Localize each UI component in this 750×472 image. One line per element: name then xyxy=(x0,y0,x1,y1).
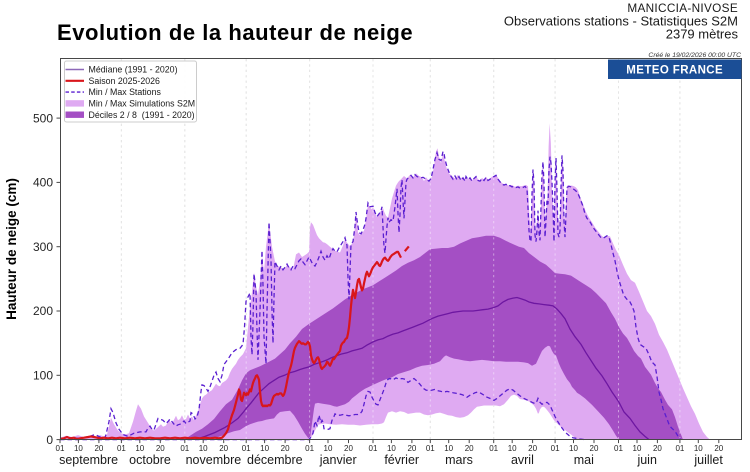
svg-text:10: 10 xyxy=(74,444,83,453)
svg-text:400: 400 xyxy=(33,176,53,190)
svg-text:01: 01 xyxy=(117,444,126,453)
svg-text:Evolution de la hauteur de nei: Evolution de la hauteur de neige xyxy=(57,20,413,45)
svg-text:20: 20 xyxy=(94,444,103,453)
svg-text:10: 10 xyxy=(444,444,453,453)
svg-text:10: 10 xyxy=(260,444,269,453)
svg-text:20: 20 xyxy=(344,444,353,453)
svg-text:01: 01 xyxy=(675,444,684,453)
svg-text:01: 01 xyxy=(180,444,189,453)
svg-text:01: 01 xyxy=(614,444,623,453)
svg-text:10: 10 xyxy=(569,444,578,453)
svg-text:octobre: octobre xyxy=(129,453,171,467)
svg-text:20: 20 xyxy=(407,444,416,453)
svg-text:Min / Max Simulations S2M: Min / Max Simulations S2M xyxy=(89,99,196,109)
svg-text:juillet: juillet xyxy=(693,453,723,467)
svg-text:novembre: novembre xyxy=(186,453,242,467)
svg-text:100: 100 xyxy=(33,369,53,383)
svg-text:200: 200 xyxy=(33,304,53,318)
svg-text:Min / Max Stations: Min / Max Stations xyxy=(89,87,162,97)
svg-text:10: 10 xyxy=(199,444,208,453)
svg-text:01: 01 xyxy=(426,444,435,453)
svg-text:20: 20 xyxy=(156,444,165,453)
svg-text:20: 20 xyxy=(219,444,228,453)
svg-text:10: 10 xyxy=(324,444,333,453)
svg-text:septembre: septembre xyxy=(59,453,118,467)
svg-text:01: 01 xyxy=(369,444,378,453)
svg-text:Médiane (1991 - 2020): Médiane (1991 - 2020) xyxy=(89,65,178,75)
svg-text:20: 20 xyxy=(590,444,599,453)
svg-text:mai: mai xyxy=(574,453,594,467)
svg-text:Saison 2025-2026: Saison 2025-2026 xyxy=(89,76,161,86)
svg-text:10: 10 xyxy=(508,444,517,453)
svg-text:10: 10 xyxy=(387,444,396,453)
svg-text:20: 20 xyxy=(653,444,662,453)
svg-text:décembre: décembre xyxy=(247,453,303,467)
svg-text:01: 01 xyxy=(242,444,251,453)
svg-text:10: 10 xyxy=(633,444,642,453)
svg-text:300: 300 xyxy=(33,240,53,254)
svg-text:janvier: janvier xyxy=(319,453,357,467)
svg-text:Créé le 19/02/2026 00:00 UTC: Créé le 19/02/2026 00:00 UTC xyxy=(648,52,741,59)
svg-text:500: 500 xyxy=(33,111,53,125)
svg-text:avril: avril xyxy=(511,453,534,467)
svg-text:10: 10 xyxy=(694,444,703,453)
svg-text:01: 01 xyxy=(56,444,65,453)
svg-text:Déciles 2 / 8 (1991 - 2020): Déciles 2 / 8 (1991 - 2020) xyxy=(89,110,195,120)
svg-text:mars: mars xyxy=(445,453,473,467)
svg-text:01: 01 xyxy=(551,444,560,453)
svg-text:METEO FRANCE: METEO FRANCE xyxy=(626,65,723,77)
svg-text:MANICCIA-NIVOSE: MANICCIA-NIVOSE xyxy=(627,1,738,15)
svg-text:20: 20 xyxy=(714,444,723,453)
svg-text:juin: juin xyxy=(636,453,657,467)
svg-text:2379 mètres: 2379 mètres xyxy=(666,27,739,42)
svg-text:0: 0 xyxy=(46,433,53,447)
svg-text:01: 01 xyxy=(489,444,498,453)
svg-text:Hauteur de neige (cm): Hauteur de neige (cm) xyxy=(4,178,19,320)
svg-text:février: février xyxy=(384,453,419,467)
svg-text:20: 20 xyxy=(281,444,290,453)
svg-text:10: 10 xyxy=(135,444,144,453)
svg-text:20: 20 xyxy=(528,444,537,453)
svg-text:Observations stations - Statis: Observations stations - Statistiques S2M xyxy=(504,14,738,29)
svg-text:01: 01 xyxy=(305,444,314,453)
svg-text:20: 20 xyxy=(465,444,474,453)
